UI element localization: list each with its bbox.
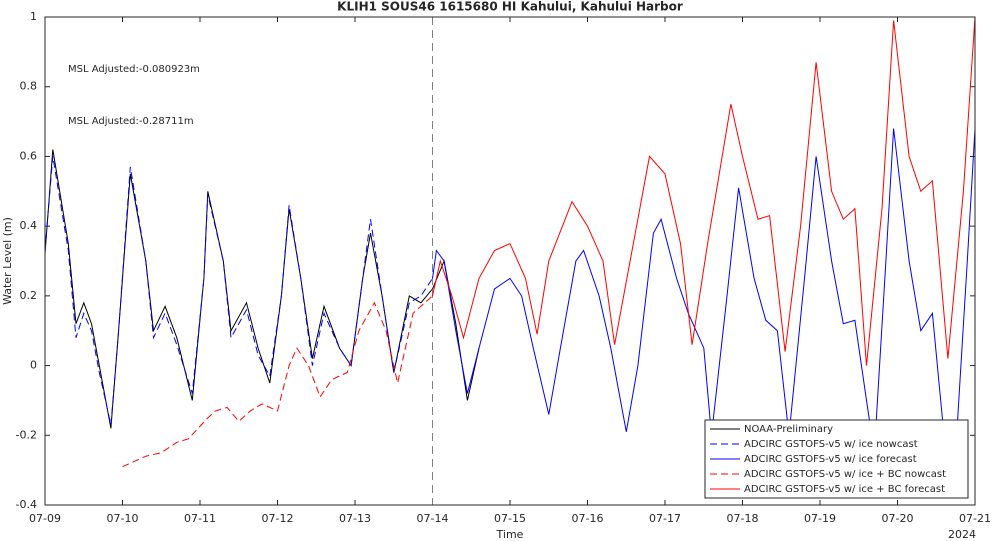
x-tick-label: 07-11: [184, 512, 216, 525]
series-line: [432, 128, 975, 455]
x-tick-label: 07-09: [29, 512, 61, 525]
y-tick-label: 0: [30, 359, 37, 372]
y-tick-label: 0.2: [20, 289, 38, 302]
x-tick-label: 07-17: [649, 512, 681, 525]
x-tick-label: 07-13: [339, 512, 371, 525]
x-tick-label: 07-16: [572, 512, 604, 525]
legend-label: ADCIRC GSTOFS-v5 w/ ice + BC nowcast: [744, 469, 946, 480]
x-axis-year: 2024: [948, 528, 976, 541]
legend-label: ADCIRC GSTOFS-v5 w/ ice + BC forecast: [744, 484, 945, 495]
x-tick-label: 07-15: [494, 512, 526, 525]
x-tick-label: 07-18: [727, 512, 759, 525]
y-tick-label: -0.4: [16, 498, 37, 511]
series-line: [45, 156, 433, 425]
annotation: MSL Adjusted:-0.28711m: [68, 116, 194, 127]
y-tick-label: 0.4: [20, 219, 38, 232]
legend-label: NOAA-Preliminary: [744, 424, 833, 435]
y-tick-label: 0.8: [20, 80, 38, 93]
x-tick-label: 07-20: [882, 512, 914, 525]
annotation: MSL Adjusted:-0.080923m: [68, 64, 200, 75]
x-tick-label: 07-12: [262, 512, 294, 525]
axes-box: [44, 16, 976, 506]
x-tick-label: 07-10: [107, 512, 139, 525]
x-tick-label: 07-21: [959, 512, 991, 525]
chart-title: KLIH1 SOUS46 1615680 HI Kahului, Kahului…: [337, 0, 683, 14]
x-tick-label: 07-19: [804, 512, 836, 525]
y-axis-label: Water Level (m): [1, 217, 14, 305]
series-line: [122, 295, 433, 468]
series-line: [432, 17, 975, 366]
y-tick-label: -0.2: [16, 428, 37, 441]
x-axis-label: Time: [496, 528, 524, 541]
y-tick-label: 1: [30, 10, 37, 23]
y-tick-label: 0.6: [20, 149, 38, 162]
x-tick-label: 07-14: [417, 512, 449, 525]
legend-label: ADCIRC GSTOFS-v5 w/ ice forecast: [744, 454, 917, 465]
legend-box: [704, 419, 969, 499]
legend-label: ADCIRC GSTOFS-v5 w/ ice nowcast: [744, 439, 918, 450]
